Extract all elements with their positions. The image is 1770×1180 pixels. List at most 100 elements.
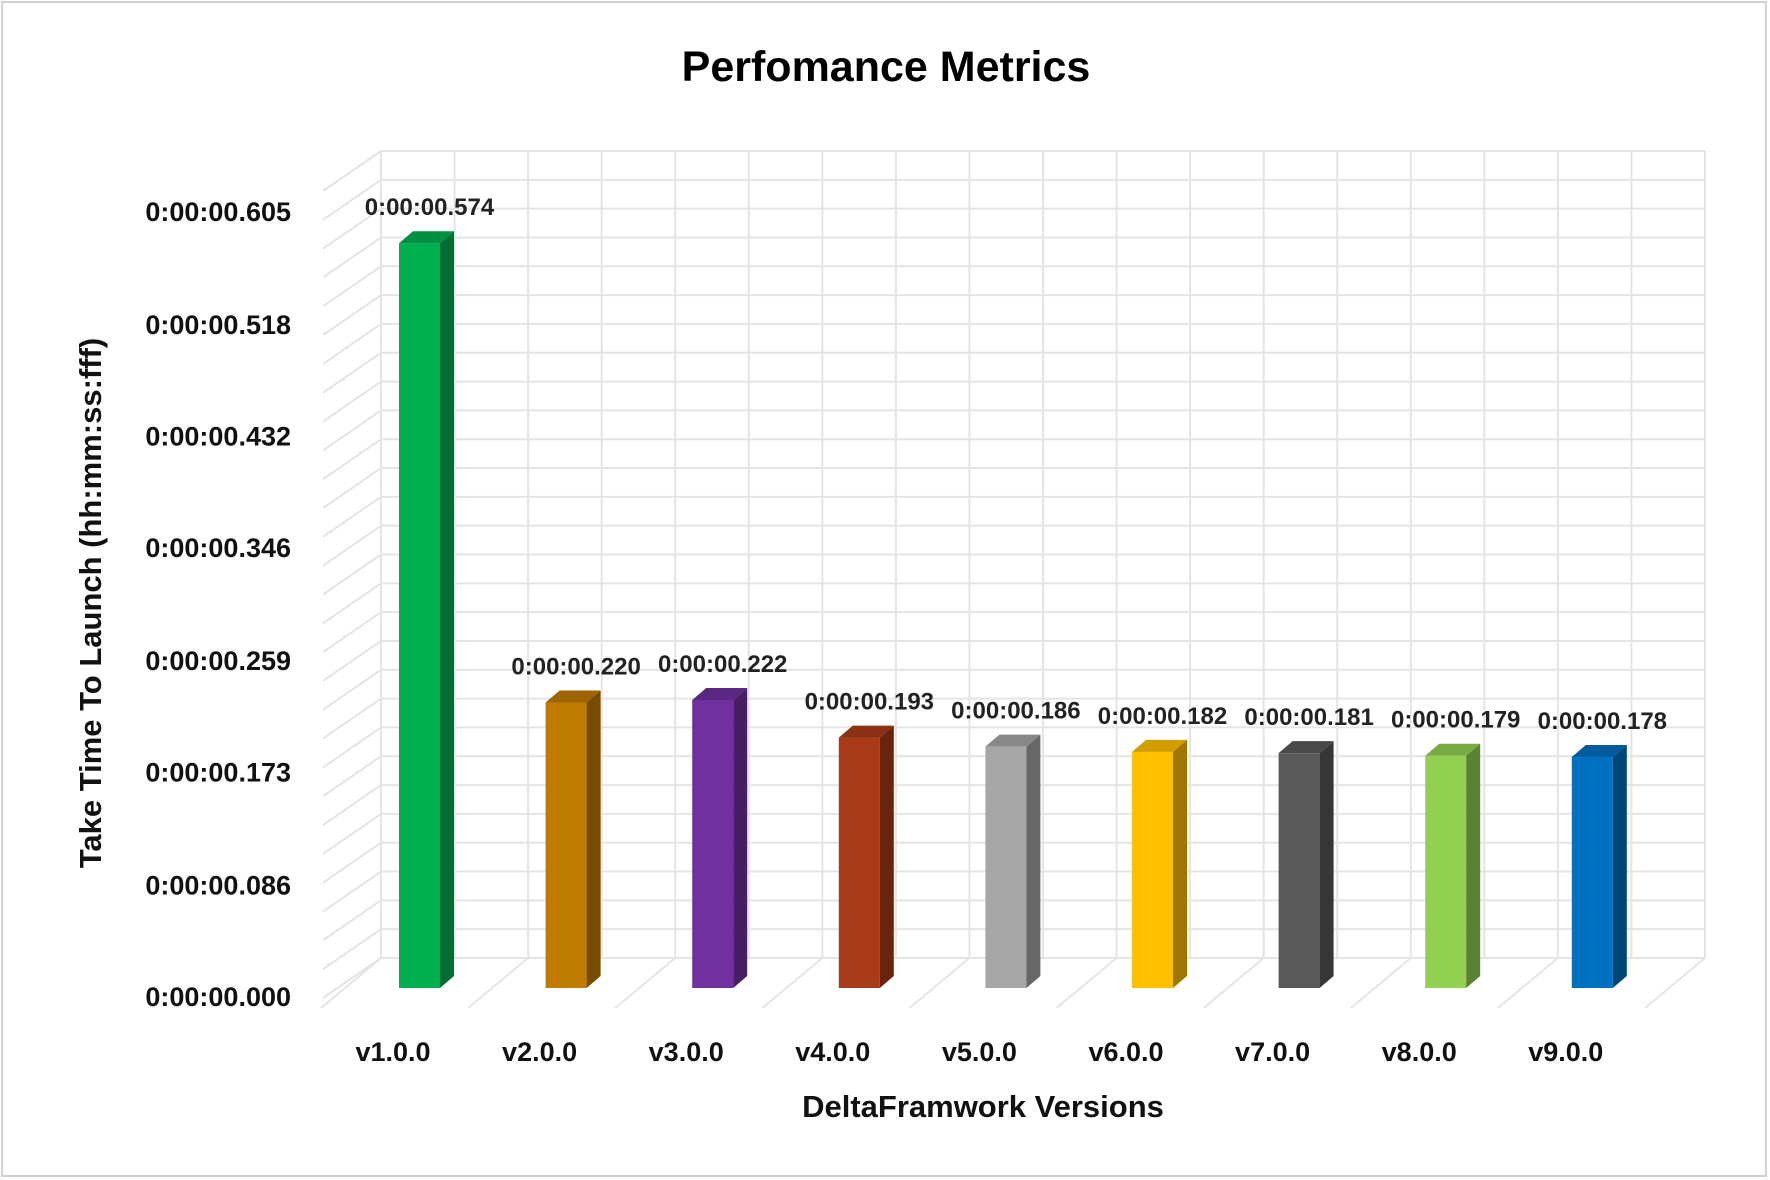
bars bbox=[399, 231, 1627, 988]
x-tick-label: v7.0.0 bbox=[1235, 1037, 1310, 1067]
gridline-side bbox=[322, 870, 382, 913]
x-tick-label: v5.0.0 bbox=[942, 1037, 1017, 1067]
gridline-floor bbox=[1350, 957, 1412, 1009]
gridline-side bbox=[322, 841, 382, 884]
bar-front bbox=[838, 737, 880, 988]
bar-chart: Perfomance Metrics 0:00:00.000 0:00:00.08… bbox=[73, 43, 1706, 1124]
y-tick-label: 0:00:00.346 bbox=[145, 533, 291, 563]
data-label: 0:00:00.193 bbox=[805, 689, 934, 716]
y-axis-ticks: 0:00:00.000 0:00:00.086 0:00:00.173 0:00:00… bbox=[145, 197, 291, 1012]
bar-v6.0.0 bbox=[1132, 739, 1187, 988]
data-label: 0:00:00.181 bbox=[1244, 704, 1373, 731]
gridline-side bbox=[322, 611, 382, 653]
gridline-side bbox=[322, 697, 382, 740]
bar-v4.0.0 bbox=[838, 725, 894, 988]
gridline-side bbox=[322, 496, 382, 538]
gridline-side bbox=[322, 813, 382, 855]
x-axis-ticks: v1.0.0 v2.0.0 v3.0.0 v4.0.0 v5.0.0 v6.0.0 v7.0… bbox=[355, 1037, 1603, 1067]
y-tick-label: 0:00:00.518 bbox=[145, 310, 291, 340]
bar-v8.0.0 bbox=[1425, 743, 1481, 988]
gridline-side bbox=[322, 957, 382, 999]
x-tick-label: v2.0.0 bbox=[502, 1037, 577, 1067]
bar-top bbox=[692, 687, 748, 700]
bar-v2.0.0 bbox=[545, 690, 601, 988]
gridline-floor bbox=[761, 957, 823, 1009]
gridline-side bbox=[322, 784, 382, 826]
bar-front bbox=[1132, 751, 1173, 988]
bar-side bbox=[1612, 745, 1627, 988]
gridline-side bbox=[322, 899, 382, 942]
bar-top bbox=[1132, 739, 1187, 752]
data-label: 0:00:00.178 bbox=[1538, 708, 1667, 735]
gridline-side bbox=[322, 178, 382, 221]
bar-top bbox=[545, 690, 601, 703]
y-tick-label: 0:00:00.086 bbox=[145, 870, 291, 900]
gridline-side bbox=[322, 640, 382, 682]
bar-side bbox=[879, 725, 894, 988]
bar-v7.0.0 bbox=[1278, 741, 1334, 988]
x-tick-label: v6.0.0 bbox=[1088, 1037, 1163, 1067]
gridline-side bbox=[322, 438, 382, 481]
gridline-side bbox=[322, 553, 382, 596]
gridline-side bbox=[322, 265, 382, 308]
bar-side bbox=[586, 690, 601, 988]
data-label: 0:00:00.222 bbox=[658, 651, 787, 678]
bar-front bbox=[1425, 755, 1467, 988]
x-tick-label: v4.0.0 bbox=[795, 1037, 870, 1067]
data-labels: 0:00:00.574 0:00:00.220 0:00:00.222 0:00:00… bbox=[365, 194, 1667, 735]
y-axis-title: Take Time To Launch (hh:mm:ss:fff) bbox=[73, 338, 108, 868]
gridline-side bbox=[322, 582, 382, 625]
gridline-floor bbox=[1644, 957, 1706, 1009]
gridline-side bbox=[322, 755, 382, 798]
x-tick-label: v3.0.0 bbox=[649, 1037, 724, 1067]
y-tick-label: 0:00:00.259 bbox=[145, 646, 291, 676]
data-label: 0:00:00.220 bbox=[511, 654, 640, 681]
bar-top bbox=[1425, 743, 1481, 756]
x-tick-label: v1.0.0 bbox=[355, 1037, 430, 1067]
gridline-side bbox=[322, 928, 382, 971]
bar-side bbox=[1466, 743, 1481, 988]
gridline-side bbox=[322, 236, 382, 279]
x-tick-label: v9.0.0 bbox=[1528, 1037, 1603, 1067]
gridline-side bbox=[322, 351, 382, 394]
gridline-side bbox=[322, 380, 382, 423]
gridline-floor bbox=[908, 957, 971, 1009]
bar-side bbox=[1026, 734, 1041, 988]
bar-top bbox=[399, 231, 454, 244]
bar-top bbox=[1278, 741, 1334, 754]
gridline-side bbox=[322, 467, 382, 509]
bar-front bbox=[545, 702, 587, 988]
bar-front bbox=[985, 746, 1027, 988]
gridline-floor bbox=[320, 957, 382, 1009]
data-label: 0:00:00.574 bbox=[365, 194, 495, 221]
bar-side bbox=[1173, 739, 1187, 988]
gridlines bbox=[320, 150, 1706, 1009]
bar-front bbox=[399, 243, 440, 988]
gridline-side bbox=[322, 668, 382, 711]
chart-title: Perfomance Metrics bbox=[682, 43, 1091, 91]
data-label: 0:00:00.182 bbox=[1098, 703, 1227, 730]
y-tick-label: 0:00:00.000 bbox=[145, 982, 291, 1012]
gridline-floor bbox=[614, 957, 676, 1009]
gridline-floor bbox=[1203, 957, 1265, 1009]
bar-side bbox=[1319, 741, 1334, 988]
gridline-side bbox=[322, 409, 382, 452]
bar-top bbox=[1571, 745, 1627, 758]
data-label: 0:00:00.179 bbox=[1391, 707, 1520, 734]
gridline-floor bbox=[467, 957, 529, 1009]
bar-front bbox=[1278, 753, 1320, 988]
gridline-side bbox=[322, 323, 382, 365]
gridline-side bbox=[322, 294, 382, 336]
data-label: 0:00:00.186 bbox=[951, 698, 1080, 725]
gridline-floor bbox=[1055, 957, 1118, 1009]
x-tick-label: v8.0.0 bbox=[1382, 1037, 1457, 1067]
bar-front bbox=[692, 699, 734, 988]
x-axis-title: DeltaFramwork Versions bbox=[802, 1089, 1164, 1124]
bar-side bbox=[733, 687, 748, 988]
y-tick-label: 0:00:00.173 bbox=[145, 758, 291, 788]
bar-v5.0.0 bbox=[985, 734, 1041, 988]
bar-v9.0.0 bbox=[1571, 745, 1627, 988]
gridline-floor bbox=[1497, 957, 1559, 1009]
y-tick-label: 0:00:00.432 bbox=[145, 421, 291, 451]
